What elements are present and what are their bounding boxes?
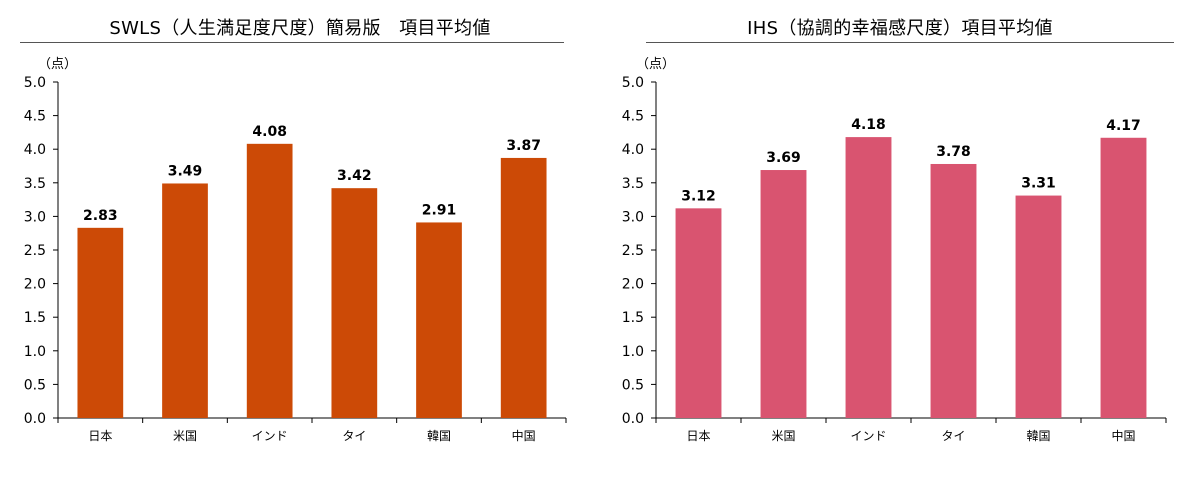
x-category-label: タイ (342, 429, 366, 443)
bar (760, 170, 807, 418)
bar (1100, 137, 1147, 418)
bar-data-label: 4.08 (252, 124, 287, 140)
bar-chart-ihs: （点） 0.0 0.5 1.0 1.5 2.0 2.5 3.0 3.5 4.0 4.5 5.0 3.12… (622, 57, 1167, 443)
y-tick-label: 0.5 (24, 377, 46, 393)
x-category-label: 米国 (771, 429, 795, 443)
bar (845, 137, 892, 418)
y-tick-label: 4.0 (24, 142, 46, 158)
bar-data-label: 3.31 (1021, 176, 1056, 192)
bar-data-label: 4.17 (1106, 118, 1141, 134)
y-tick-label: 3.0 (24, 209, 46, 225)
bar-data-label: 3.49 (168, 163, 203, 179)
x-category-label: 中国 (1111, 428, 1135, 443)
bar (500, 157, 547, 418)
bar (77, 227, 124, 418)
chart-panel-swls: SWLS（人生満足度尺度）簡易版 項目平均値 （点） 0.0 0.5 1.0 1.5 2.… (20, 18, 567, 443)
chart-title: IHS（協調的幸福感尺度）項目平均値 (747, 18, 1053, 39)
title-divider (20, 42, 564, 43)
bar-data-label: 3.69 (766, 150, 801, 166)
x-category-label: タイ (941, 429, 965, 443)
y-tick-label: 2.0 (24, 277, 46, 293)
y-tick-label: 0.0 (24, 411, 46, 427)
y-tick-label: 2.5 (622, 243, 644, 259)
bar-data-label: 3.87 (506, 138, 541, 154)
chart-title: SWLS（人生満足度尺度）簡易版 項目平均値 (109, 18, 491, 39)
y-tick-label: 1.5 (622, 310, 644, 326)
y-axis-unit-label: （点） (38, 57, 77, 72)
bar (930, 163, 977, 418)
title-divider (646, 42, 1174, 43)
x-category-label: 中国 (512, 428, 536, 443)
x-category-label: 日本 (88, 429, 112, 443)
bar-data-label: 4.18 (851, 117, 886, 133)
bar-data-label: 2.83 (83, 208, 118, 224)
x-category-label: 韓国 (1026, 429, 1050, 443)
bar (246, 143, 293, 418)
y-tick-label: 4.5 (622, 109, 644, 125)
y-tick-label: 1.5 (24, 310, 46, 326)
y-tick-label: 3.5 (622, 176, 644, 192)
bar-data-label: 2.91 (422, 202, 457, 218)
x-category-label: インド (850, 429, 886, 443)
x-category-label: インド (252, 429, 288, 443)
y-tick-label: 5.0 (24, 75, 46, 91)
bar (331, 188, 378, 418)
bar-data-label: 3.42 (337, 168, 372, 184)
x-category-label: 日本 (686, 429, 710, 443)
chart-panel-ihs: IHS（協調的幸福感尺度）項目平均値 （点） 0.0 0.5 1.0 1.5 2.0 2.5… (600, 0, 1200, 480)
y-tick-label: 4.5 (24, 109, 46, 125)
y-tick-label: 1.0 (24, 344, 46, 360)
y-tick-label: 5.0 (622, 75, 644, 91)
bar-data-label: 3.78 (936, 144, 971, 160)
bar (162, 183, 208, 418)
y-tick-label: 1.0 (622, 344, 644, 360)
y-tick-label: 4.0 (622, 142, 644, 158)
y-tick-label: 3.5 (24, 176, 46, 192)
bar-chart-swls: （点） 0.0 0.5 1.0 1.5 2.0 2.5 3.0 3.5 4.0 4.5 5.0 2.83… (24, 57, 567, 443)
bar (1015, 195, 1062, 418)
y-tick-label: 3.0 (622, 209, 644, 225)
y-tick-label: 0.0 (622, 411, 644, 427)
bar (416, 222, 462, 418)
y-tick-label: 0.5 (622, 377, 644, 393)
bar (675, 208, 722, 418)
y-axis-unit-label: （点） (636, 57, 675, 72)
bar-data-label: 3.12 (681, 188, 716, 204)
y-tick-label: 2.5 (24, 243, 46, 259)
y-tick-label: 2.0 (622, 277, 644, 293)
x-category-label: 米国 (173, 429, 197, 443)
x-category-label: 韓国 (427, 429, 451, 443)
